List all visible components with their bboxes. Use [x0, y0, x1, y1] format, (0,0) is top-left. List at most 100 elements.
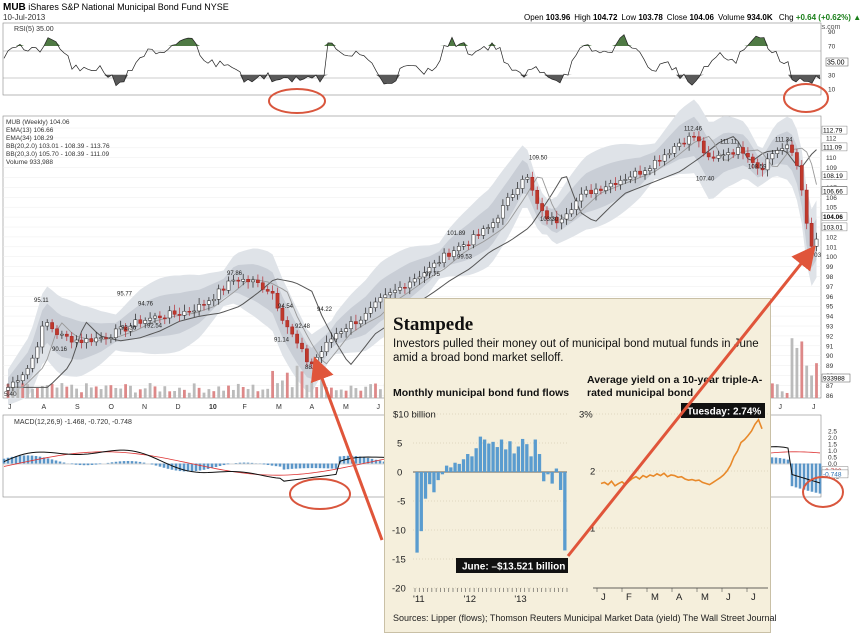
candle-body [638, 170, 642, 175]
candle-body [256, 279, 260, 283]
candle-body [368, 307, 373, 314]
rsi-highlight-circle-right [783, 83, 829, 113]
candle-body [456, 246, 461, 251]
yield-x-tick: J [601, 592, 606, 603]
legend-entry: MUB (Weekly) 104.06 [6, 119, 70, 126]
macd-histogram-bar [54, 460, 58, 464]
candle-body [412, 278, 417, 283]
candle-body [221, 288, 226, 291]
rsi-overbought-fill [196, 43, 200, 46]
price-annotation: 97.86 [227, 271, 243, 277]
price-annotation: 99.53 [457, 254, 473, 260]
volume-bar [75, 388, 78, 398]
volume-bar [246, 389, 250, 398]
yield-line-chart: 3% 2 1 J F M A M J J [579, 410, 768, 603]
candle-body [422, 272, 427, 278]
price-annotation: 88.33 [305, 365, 321, 371]
price-annotation: 95.11 [34, 298, 49, 304]
rsi-oversold-fill [288, 74, 292, 82]
macd-histogram-bar [78, 463, 82, 466]
rsi-oversold-fill [548, 74, 552, 80]
candle-body [300, 342, 304, 350]
candle-body [760, 167, 765, 171]
macd-histogram-bar [290, 463, 294, 469]
exchange: NYSE [204, 2, 229, 12]
volume-bar [148, 383, 152, 398]
volume-bar [65, 386, 69, 398]
flows-bar [428, 472, 432, 485]
time-tick: M [276, 404, 282, 411]
candle-body [746, 153, 750, 158]
flows-bar [533, 439, 537, 472]
flows-y-tick: 5 [397, 439, 402, 450]
candle-body [731, 152, 736, 155]
quote-label: Open [524, 13, 546, 22]
flows-bar [546, 472, 550, 475]
inset-title: Stampede [393, 314, 474, 335]
candle-body [153, 315, 157, 319]
macd-histogram-bar [222, 463, 226, 466]
candle-body [569, 209, 574, 215]
candle-body [574, 200, 579, 210]
time-tick: A [310, 404, 315, 411]
bottom-right-label: 03 [814, 252, 822, 259]
macd-histogram-bar [210, 463, 214, 468]
flows-bar [520, 438, 525, 472]
macd-label-box [821, 469, 849, 479]
rsi-overbought-fill [756, 36, 760, 46]
macd-histogram-bar [270, 463, 274, 466]
candle-body [657, 160, 662, 162]
candle-body [417, 276, 422, 280]
volume-bar [285, 372, 289, 398]
wsj-inset-graphic: Stampede Investors pulled their money ou… [384, 298, 776, 633]
macd-histogram-bar [150, 463, 154, 465]
price-tick: 91 [826, 343, 834, 350]
price-annotation: 94.22 [317, 307, 333, 313]
volume-bar [810, 375, 813, 398]
flows-bar [474, 448, 478, 472]
time-tick: D [176, 404, 181, 411]
volume-bar [104, 385, 108, 398]
candle-body [25, 368, 30, 376]
rsi-oversold-fill [808, 74, 812, 84]
callout-tuesday-text: Tuesday: 2.74% [687, 407, 761, 418]
volume-bar [119, 388, 123, 398]
inset-source: Sources: Lipper (flows); Thomson Reuters… [393, 613, 777, 623]
candle-body [687, 135, 691, 145]
macd-histogram-bar [90, 463, 94, 465]
price-tick: 93 [826, 324, 834, 331]
candle-body [770, 153, 775, 160]
flows-bar [542, 472, 546, 482]
rsi-oversold-fill [804, 74, 808, 82]
flows-bar [470, 456, 474, 472]
price-annotation: 112.46 [684, 126, 703, 132]
rsi-overbought-fill [48, 37, 52, 46]
candle-body [329, 338, 334, 343]
macd-histogram-bar [274, 463, 278, 467]
candle-body [550, 217, 554, 220]
rsi-line [3, 34, 821, 87]
macd-histogram-bar [786, 459, 790, 464]
volume-bar [173, 390, 176, 398]
macd-histogram-bar [38, 456, 42, 464]
candle-body [388, 292, 393, 296]
volume-bar [89, 387, 93, 398]
rsi-oversold-fill [388, 74, 392, 84]
price-right-labels: 112.79111.09108.19106.70106.66104.06103.… [821, 125, 848, 231]
flows-bar [504, 449, 508, 472]
candle-body [236, 279, 241, 282]
callout-tuesday: Tuesday: 2.74% [681, 403, 765, 418]
price-axis: 1131121111101091081071061051041031021011… [826, 126, 837, 400]
macd-histogram-bar [214, 463, 218, 467]
macd-histogram-bar [798, 463, 802, 489]
flows-bar-chart: $10 billion 5 0 -5 -10 -15 -20 '11 '12 '13 [392, 410, 568, 605]
candle-body [118, 326, 123, 330]
candle-body [20, 374, 25, 381]
volume-bar [300, 371, 304, 398]
candle-body [633, 170, 638, 178]
macd-histogram-bar [194, 463, 198, 472]
rsi-tick: 90 [828, 29, 836, 36]
macd-histogram-bar [362, 457, 366, 464]
flows-bar [508, 441, 512, 472]
